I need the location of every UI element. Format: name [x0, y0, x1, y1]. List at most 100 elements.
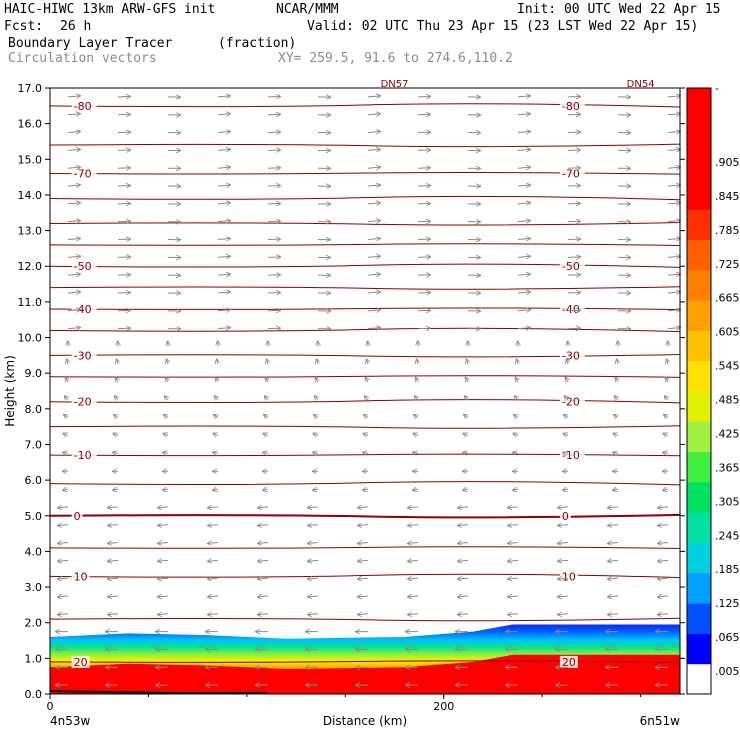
circulation-vector [258, 596, 269, 597]
circulation-vector [67, 328, 80, 329]
circulation-vector [615, 396, 618, 400]
circulation-vector [217, 256, 230, 257]
circulation-vector [558, 578, 569, 579]
y-tick-label: 10.0 [18, 332, 43, 345]
circulation-vector [608, 525, 619, 526]
colorbar-swatch [687, 360, 711, 392]
contour-label: -10 [562, 449, 580, 462]
colorbar-swatch [687, 239, 711, 271]
circulation-vector [463, 452, 469, 453]
circulation-vector [58, 596, 69, 597]
circulation-vector [667, 310, 680, 311]
circulation-vector [514, 415, 518, 418]
colorbar-label: .065 [715, 631, 740, 644]
circulation-vector [117, 359, 118, 365]
circulation-vector [413, 452, 419, 453]
colorbar-label: .425 [715, 427, 740, 440]
y-tick-label: 14.0 [18, 189, 43, 202]
circulation-vector [416, 378, 418, 382]
circulation-vector [258, 614, 269, 615]
circulation-vector [67, 185, 80, 186]
circulation-vector [516, 378, 518, 382]
circulation-vector [367, 167, 380, 168]
circulation-vector [558, 560, 569, 561]
circulation-vector [358, 614, 369, 615]
circulation-vector [308, 560, 319, 561]
temperature-contour [49, 453, 681, 457]
circulation-vector [508, 560, 519, 561]
circulation-vector [63, 452, 69, 453]
circulation-vector [658, 614, 669, 615]
circulation-vector [667, 167, 680, 168]
circulation-vector [408, 578, 419, 579]
circulation-vector [158, 614, 169, 615]
circulation-vector [458, 614, 469, 615]
y-tick-label: 8.0 [25, 403, 43, 416]
circulation-vector [308, 578, 319, 579]
circulation-vector [208, 578, 219, 579]
x-axis: 0 200 [47, 694, 642, 713]
contour-label: 20 [562, 656, 576, 669]
circulation-vector [458, 543, 469, 544]
circulation-vector [464, 415, 468, 418]
colorbar-swatch [687, 300, 711, 331]
circulation-vector [667, 221, 680, 222]
circulation-vector [367, 256, 380, 257]
circulation-vector [663, 452, 669, 453]
colorbar-label: .185 [715, 563, 740, 576]
circulation-vector [517, 221, 530, 222]
circulation-vector [67, 203, 80, 204]
temperature-contour [49, 286, 681, 290]
circulation-vector [367, 221, 380, 222]
circulation-vector [408, 596, 419, 597]
circulation-vector [217, 185, 230, 186]
circulation-vector [265, 396, 268, 400]
circulation-vector [558, 525, 569, 526]
circulation-vector [415, 396, 418, 400]
circulation-vector [158, 560, 169, 561]
circulation-vector [217, 96, 230, 97]
circulation-vector [658, 543, 669, 544]
y-tick-label: 7.0 [25, 438, 43, 451]
circulation-vector [58, 560, 69, 561]
circulation-vector [358, 560, 369, 561]
circulation-vector [108, 614, 119, 615]
colorbar-label: .605 [715, 326, 740, 339]
circulation-vector [208, 560, 219, 561]
colorbar-label: .125 [715, 597, 740, 610]
circulation-vector [608, 560, 619, 561]
contour-label: -40 [562, 303, 580, 316]
circulation-vector [614, 415, 618, 418]
circulation-vector [58, 525, 69, 526]
circulation-vector [108, 543, 119, 544]
circulation-vector [313, 434, 319, 436]
circulation-vector [67, 238, 80, 239]
temperature-contour [49, 263, 681, 268]
y-tick-label: 6.0 [25, 474, 43, 487]
circulation-vector [163, 489, 169, 490]
contour-label: -70 [562, 168, 580, 181]
circulation-vector [113, 434, 119, 436]
circulation-vector [258, 560, 269, 561]
title-org: NCAR/MMM [276, 2, 339, 17]
circulation-vector [163, 452, 169, 453]
circulation-vector [65, 396, 68, 400]
circulation-vector [363, 434, 369, 436]
contour-label: -70 [74, 168, 92, 181]
circulation-vector [113, 489, 119, 490]
colorbar-label: .665 [715, 292, 740, 305]
circulation-vector [164, 415, 168, 418]
circulation-vector [358, 596, 369, 597]
contour-label: -80 [74, 100, 92, 113]
colorbar-label: .725 [715, 258, 740, 271]
circulation-vector [58, 614, 69, 615]
field-units: (fraction) [218, 36, 297, 51]
temperature-contour [49, 172, 681, 175]
circulation-vector [666, 378, 668, 382]
x-end-location: 6n51w [640, 714, 681, 728]
circulation-vector [658, 578, 669, 579]
circulation-vector [513, 434, 519, 436]
y-axis: 0.0 1.0 2.0 3.0 4.0 5.0 6.0 7.0 8.0 9.0 10.0 11.0 12… [18, 82, 685, 701]
colorbar-label: .485 [715, 394, 740, 407]
circulation-vector [166, 378, 168, 382]
